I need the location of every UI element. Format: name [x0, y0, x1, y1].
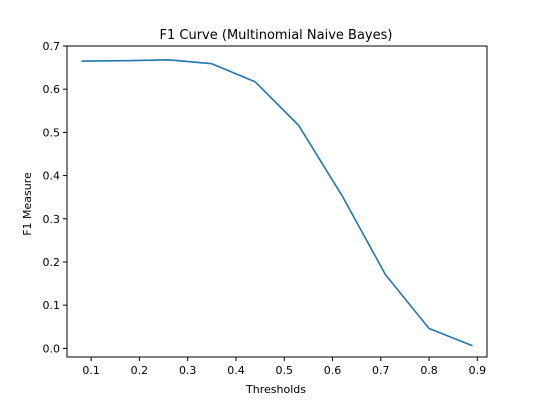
x-tick-label: 0.1 — [82, 364, 100, 377]
y-tick-label: 0.2 — [43, 256, 61, 269]
x-tick-label: 0.4 — [227, 364, 245, 377]
x-tick-label: 0.9 — [469, 364, 487, 377]
y-tick-label: 0.3 — [43, 213, 61, 226]
y-tick-label: 0.0 — [43, 342, 61, 355]
y-axis-title: F1 Measure — [21, 172, 34, 236]
y-tick-label: 0.4 — [43, 170, 61, 183]
chart-title: F1 Curve (Multinomial Naive Bayes) — [160, 28, 393, 43]
x-tick-label: 0.2 — [131, 364, 149, 377]
y-tick-label: 0.5 — [43, 126, 61, 139]
y-tick-label: 0.6 — [43, 83, 61, 96]
x-tick-label: 0.6 — [324, 364, 342, 377]
series-line-0 — [81, 58, 473, 347]
x-tick-label: 0.5 — [275, 364, 293, 377]
x-tick-label: 0.7 — [372, 364, 390, 377]
plot-area: 0.1 0.2 0.3 0.4 0.5 0.6 0.7 0.8 0.9 0.0 0.1 0.2 0.3 0… — [43, 40, 488, 377]
x-tick-label: 0.3 — [179, 364, 197, 377]
y-tick-label: 0.7 — [43, 40, 61, 53]
x-axis-title: Thresholds — [245, 383, 306, 396]
axes-frame — [66, 45, 488, 358]
y-tick-label: 0.1 — [43, 299, 61, 312]
x-tick-label: 0.8 — [420, 364, 438, 377]
